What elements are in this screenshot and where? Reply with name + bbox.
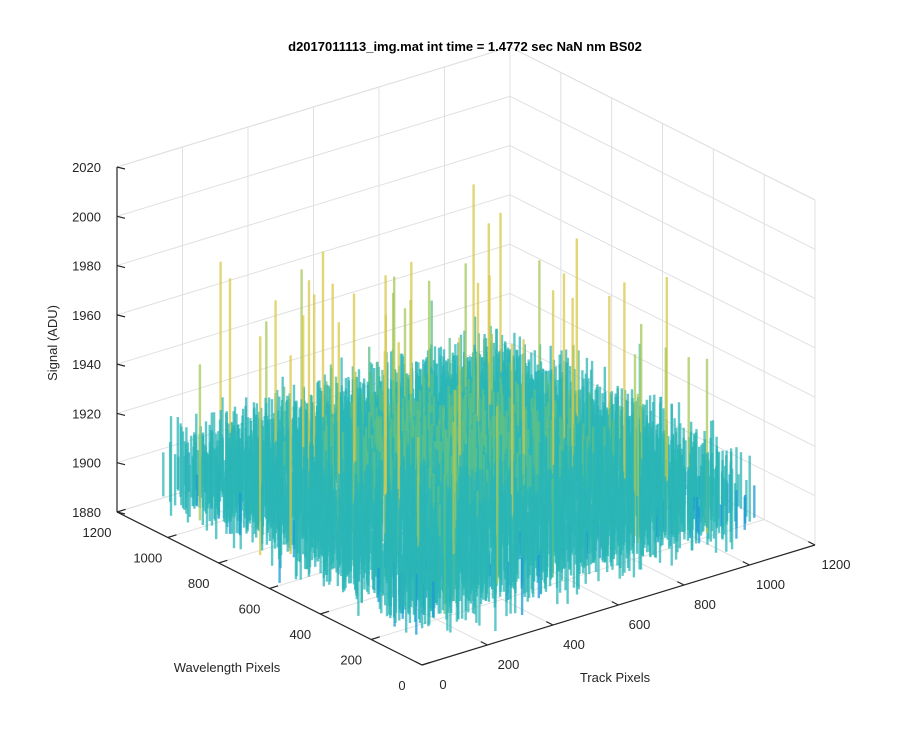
y-tick-mark	[421, 661, 431, 666]
y-tick-label: 1200	[83, 525, 112, 540]
y-tick-label: 400	[289, 627, 311, 642]
y-tick-label: 800	[188, 576, 210, 591]
x-tick-label: 1200	[822, 557, 851, 572]
x-tick-label: 1000	[756, 577, 785, 592]
z-tick-mark	[116, 314, 126, 318]
x-axis-label: Track Pixels	[580, 670, 651, 685]
y-tick-label: 0	[398, 678, 405, 693]
x-tick-label: 200	[498, 657, 520, 672]
z-tick-mark	[116, 462, 126, 466]
y-tick-mark	[269, 585, 279, 590]
y-tick-label: 600	[239, 602, 261, 617]
x-tick-mark	[742, 561, 750, 566]
z-tick-mark	[116, 363, 126, 367]
x-tick-mark	[808, 541, 816, 546]
z-tick-label: 2000	[72, 209, 101, 224]
x-tick-label: 800	[694, 597, 716, 612]
x-tick-mark	[677, 581, 685, 586]
x-tick-label: 600	[629, 617, 651, 632]
x-tick-mark	[611, 601, 619, 606]
x-tick-label: 400	[563, 637, 585, 652]
y-tick-label: 1000	[133, 551, 162, 566]
z-tick-mark	[116, 511, 126, 515]
y-axis-label: Wavelength Pixels	[174, 660, 281, 675]
z-tick-label: 1900	[72, 456, 101, 471]
z-tick-label: 1980	[72, 259, 101, 274]
chart-title: d2017011113_img.mat int time = 1.4772 se…	[288, 39, 642, 54]
y-tick-mark	[167, 534, 177, 539]
z-tick-mark	[116, 215, 126, 219]
y-tick-mark	[116, 508, 126, 513]
x-tick-mark	[415, 661, 423, 666]
z-tick-label: 2020	[72, 160, 101, 175]
box-edge-top-right	[509, 46, 816, 201]
x-tick-mark	[546, 621, 554, 626]
z-tick-mark	[116, 264, 126, 269]
z-tick-mark	[116, 166, 126, 170]
axis-layer: 0 200 400 600 800 1000 1200 0 200 400 600 800 1000 12…	[72, 160, 850, 693]
surface-layer	[162, 184, 756, 635]
y-tick-mark	[218, 559, 228, 564]
z-tick-label: 1920	[72, 406, 101, 421]
y-tick-label: 200	[340, 653, 362, 668]
box-edge-top-back	[116, 46, 511, 168]
z-tick-mark	[116, 412, 126, 417]
z-tick-label: 1940	[72, 357, 101, 372]
y-tick-mark	[320, 610, 330, 615]
y-tick-mark	[370, 636, 380, 641]
z-tick-label: 1880	[72, 505, 101, 520]
z-tick-label: 1960	[72, 308, 101, 323]
x-tick-mark	[480, 641, 488, 646]
z-axis-label: Signal (ADU)	[45, 305, 60, 381]
x-tick-label: 0	[439, 677, 446, 692]
